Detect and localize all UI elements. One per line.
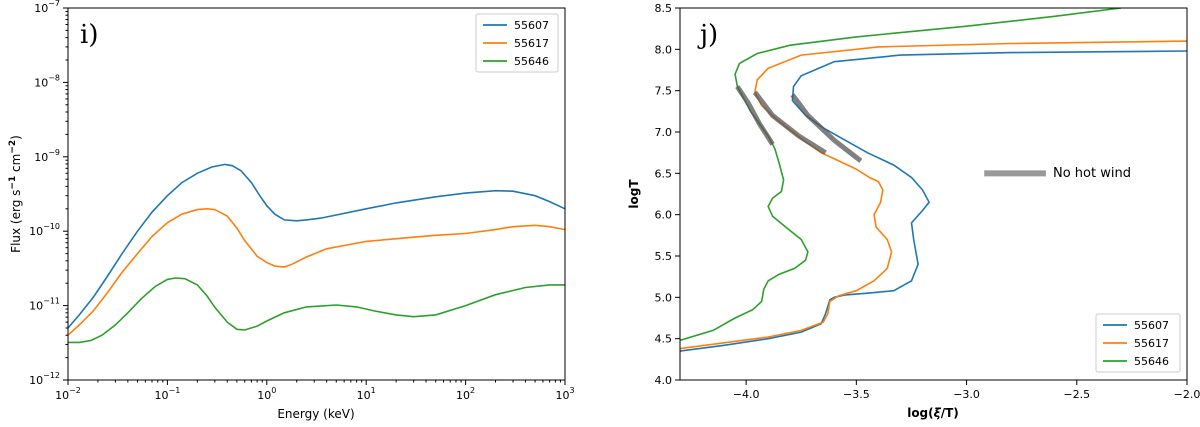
panel-i-x-ticks: 10−2 10−1 100 101 102 103 [55, 380, 575, 402]
series-line-55646 [680, 8, 1121, 342]
series-line-55617 [67, 207, 566, 336]
panel-i-plot-area [67, 163, 566, 344]
y-tick-label: 10−9 [34, 148, 60, 164]
panel-i-y-axis-label: Flux (erg s−1 cm−2) [8, 135, 23, 253]
y-tick-label: 6.0 [655, 209, 673, 222]
ylabel-part-cm: cm [9, 154, 23, 176]
legend-label-55617: 55617 [514, 37, 549, 50]
x-tick-label: 102 [456, 386, 475, 402]
y-tick-label: 7.5 [655, 85, 673, 98]
y-tick-label: 10−10 [29, 222, 60, 238]
y-tick-label: 6.5 [655, 167, 673, 180]
y-tick-label: 10−12 [29, 371, 60, 387]
x-tick-label: −4.0 [733, 388, 760, 401]
x-tick-label: 10−2 [55, 386, 81, 402]
xlabel-part-xi: ξ [934, 406, 942, 420]
legend-label-55646: 55646 [514, 55, 549, 68]
x-tick-label: 10−1 [155, 386, 181, 402]
panel-j-y-axis-label: logT [627, 179, 641, 209]
panel-j-x-axis-label: log(ξ/T) [907, 406, 959, 420]
y-tick-label: 8.5 [655, 2, 673, 15]
x-tick-label: −2.5 [1063, 388, 1090, 401]
legend-label-55607: 55607 [514, 19, 549, 32]
legend-frame [1095, 313, 1181, 373]
panel-i-axes-frame [67, 7, 566, 381]
panel-j-plot-area [680, 8, 1187, 352]
series-line-55607 [67, 163, 566, 329]
no-hot-wind-segment [790, 93, 863, 163]
ylabel-part-exp-cm: −2 [8, 140, 18, 154]
no-hot-wind-segment [735, 85, 775, 146]
panel-j-y-ticks: 4.0 4.5 5.0 5.5 6.0 6.5 7.0 7.5 8.0 8.5 [655, 2, 680, 387]
legend-label-55646: 55646 [1134, 355, 1169, 368]
panel-j: −4.0 −3.5 −3.0 −2.5 −2.0 4.0 4.5 5.0 5.5 6.0 6.5 7… [627, 2, 1200, 420]
panel-i-letter: i) [80, 20, 98, 50]
no-hot-wind-label: No hot wind [1053, 166, 1131, 181]
panel-j-legend: 55607 55617 55646 [1095, 313, 1181, 373]
xlabel-part-log: log( [907, 406, 933, 420]
x-tick-label: −2.0 [1174, 388, 1200, 401]
panel-j-axes-frame [679, 7, 1188, 381]
xlabel-part-t: /T) [941, 406, 959, 420]
panel-j-x-ticks: −4.0 −3.5 −3.0 −2.5 −2.0 [733, 380, 1200, 401]
panel-i-y-ticks: 10−12 10−11 10−10 10−9 10−8 10−7 [29, 0, 68, 387]
x-tick-label: −3.5 [843, 388, 870, 401]
y-tick-label: 10−7 [34, 0, 60, 15]
panel-j-letter: j) [697, 20, 718, 50]
x-tick-label: 101 [357, 386, 376, 402]
x-tick-label: 103 [555, 386, 574, 402]
panel-i-x-axis-label: Energy (keV) [277, 407, 354, 421]
series-line-55607 [680, 50, 1187, 352]
x-tick-label: 100 [257, 386, 276, 402]
y-tick-label: 4.5 [655, 333, 673, 346]
series-line-55646 [68, 277, 565, 344]
y-tick-label: 10−8 [34, 73, 60, 89]
y-tick-label: 5.0 [655, 291, 673, 304]
legend-frame [475, 13, 559, 73]
panel-i: 10−2 10−1 100 101 102 103 10−12 10−11 10−10 10−9… [8, 0, 575, 421]
no-hot-wind-segment [752, 90, 827, 155]
series-line-55617 [680, 40, 1187, 350]
ylabel-part-flux: Flux (erg s [9, 190, 23, 253]
y-tick-label: 8.0 [655, 43, 673, 56]
legend-label-55617: 55617 [1134, 337, 1169, 350]
no-hot-wind-annotation: No hot wind [984, 166, 1131, 181]
y-tick-label: 10−11 [29, 297, 60, 313]
ylabel-part-exp-s: −1 [8, 176, 18, 190]
panel-i-legend: 55607 55617 55646 [475, 13, 559, 73]
y-tick-label: 7.0 [655, 126, 673, 139]
x-tick-label: −3.0 [953, 388, 980, 401]
legend-label-55607: 55607 [1134, 319, 1169, 332]
y-tick-label: 4.0 [655, 374, 673, 387]
y-tick-label: 5.5 [655, 250, 673, 263]
ylabel-part-close: ) [9, 135, 23, 140]
